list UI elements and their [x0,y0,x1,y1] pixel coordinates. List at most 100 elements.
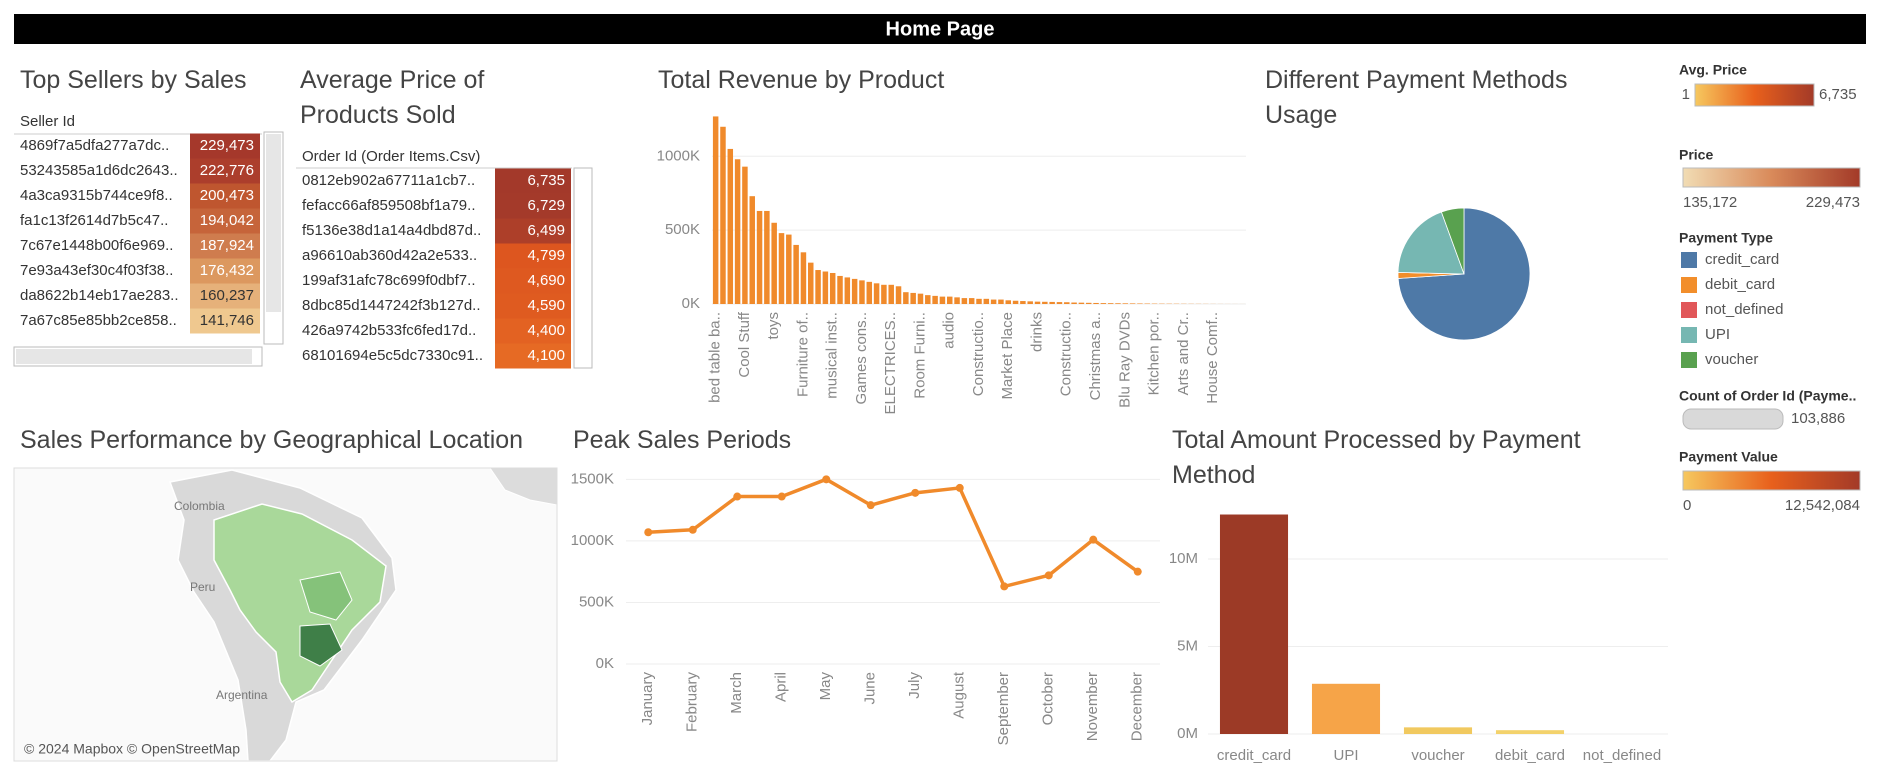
x-tick-label: not_defined [1583,747,1661,764]
x-tick-label: August [951,671,968,719]
legend-title: Price [1679,147,1713,163]
bar [1129,303,1136,304]
map-attribution: © 2024 Mapbox © OpenStreetMap [24,741,240,757]
x-tick-label: November [1084,672,1101,741]
bar [917,293,924,304]
bar [778,233,785,304]
point [866,501,875,510]
bar [844,277,851,304]
row-value: 4,690 [527,272,565,289]
pie-slice [1397,211,1465,275]
bar [786,234,792,304]
cell [190,233,260,259]
legend-ramp [1694,83,1815,107]
bar [1495,730,1565,734]
bar [976,298,982,304]
x-tick-label: UPI [1333,747,1358,764]
bar [1122,303,1129,304]
x-tick-label: Room Furni.. [911,312,928,399]
x-tick-label: toys [765,312,782,340]
row-value: 222,776 [200,162,254,179]
bar [829,272,836,304]
bar [910,292,916,304]
bar [895,286,902,304]
bar [939,296,946,304]
row-id: 53243585a1d6dc2643.. [20,162,178,179]
x-tick-label: January [639,672,656,726]
chart-title: Peak Sales Periods [573,426,792,454]
cell [190,308,260,334]
row-id: fefacc66af859508bf1a79.. [302,197,475,214]
x-tick-label: July [906,672,923,699]
legend-swatch [1681,252,1697,268]
x-tick-label: voucher [1411,747,1464,764]
point [822,475,831,484]
x-tick-label: Furniture of.. [794,312,811,397]
bar [764,210,770,304]
row-value: 194,042 [200,212,254,229]
row-id: 4869f7a5dfa277a7dc.. [20,137,169,154]
y-tick-label: 0M [1177,725,1198,742]
bar [873,283,880,304]
x-tick-label: ELECTRICES.. [882,312,899,415]
x-tick-label: Market Place [999,312,1016,400]
row-value: 4,100 [527,347,565,364]
bar [808,262,814,304]
row-id: f5136e38d1a14a4dbd87d.. [302,222,481,239]
legend-title: Payment Value [1679,449,1778,465]
x-tick-label: Cool Stuff [736,311,753,377]
x-tick-label: audio [941,312,958,349]
row-id: 7e93a43ef30c4f03f38.. [20,262,173,279]
y-tick-label: 0K [596,655,614,672]
cell [190,158,260,184]
x-tick-label: musical inst.. [824,312,841,399]
y-tick-label: 500K [665,221,700,238]
bar [749,196,755,304]
y-tick-label: 10M [1169,550,1198,567]
scroll-thumb[interactable] [16,349,252,364]
cell [495,293,571,319]
bar [1056,302,1063,304]
x-tick-label: February [684,672,701,733]
bar [932,295,938,304]
map-frame [13,467,558,762]
row-value: 200,473 [200,187,254,204]
legend-title: Payment Type [1679,230,1773,246]
bar [1403,727,1473,734]
cell [190,133,260,159]
scrollbar[interactable] [573,167,593,369]
row-id: 199af31afc78c699f0dbf7.. [302,272,475,289]
map-label: Peru [190,580,215,594]
row-id: 426a9742b533fc6fed17d.. [302,322,476,339]
table-title: Average Price of Products Sold [300,66,485,129]
legend-max: 12,542,084 [1785,497,1860,514]
legend-label: UPI [1705,326,1730,343]
bar [954,297,960,304]
y-tick-label: 1000K [657,147,700,164]
row-id: 7c67e1448b00f6e969.. [20,237,173,254]
cell [495,343,571,369]
y-tick-label: 1000K [571,532,614,549]
x-tick-label: October [1040,672,1057,725]
bar [1100,303,1107,304]
bar [961,298,968,304]
legend-ramp [1682,167,1861,188]
bar [837,275,843,304]
brazil [213,503,387,704]
row-value: 160,237 [200,287,254,304]
chart-title: Total Revenue by Product [658,66,945,94]
bar [727,148,734,304]
point [1000,582,1009,591]
y-tick-label: 5M [1177,637,1198,654]
legend-ramp [1682,470,1861,491]
x-tick-label: March [728,672,745,714]
land [489,468,557,506]
column-header: Order Id (Order Items.Csv) [302,148,480,165]
bar [1115,303,1121,304]
bar [771,222,777,304]
row-id: 7a67c85e85bb2ce858.. [20,312,177,329]
scroll-thumb[interactable] [266,134,281,312]
row-value: 6,729 [527,197,565,214]
